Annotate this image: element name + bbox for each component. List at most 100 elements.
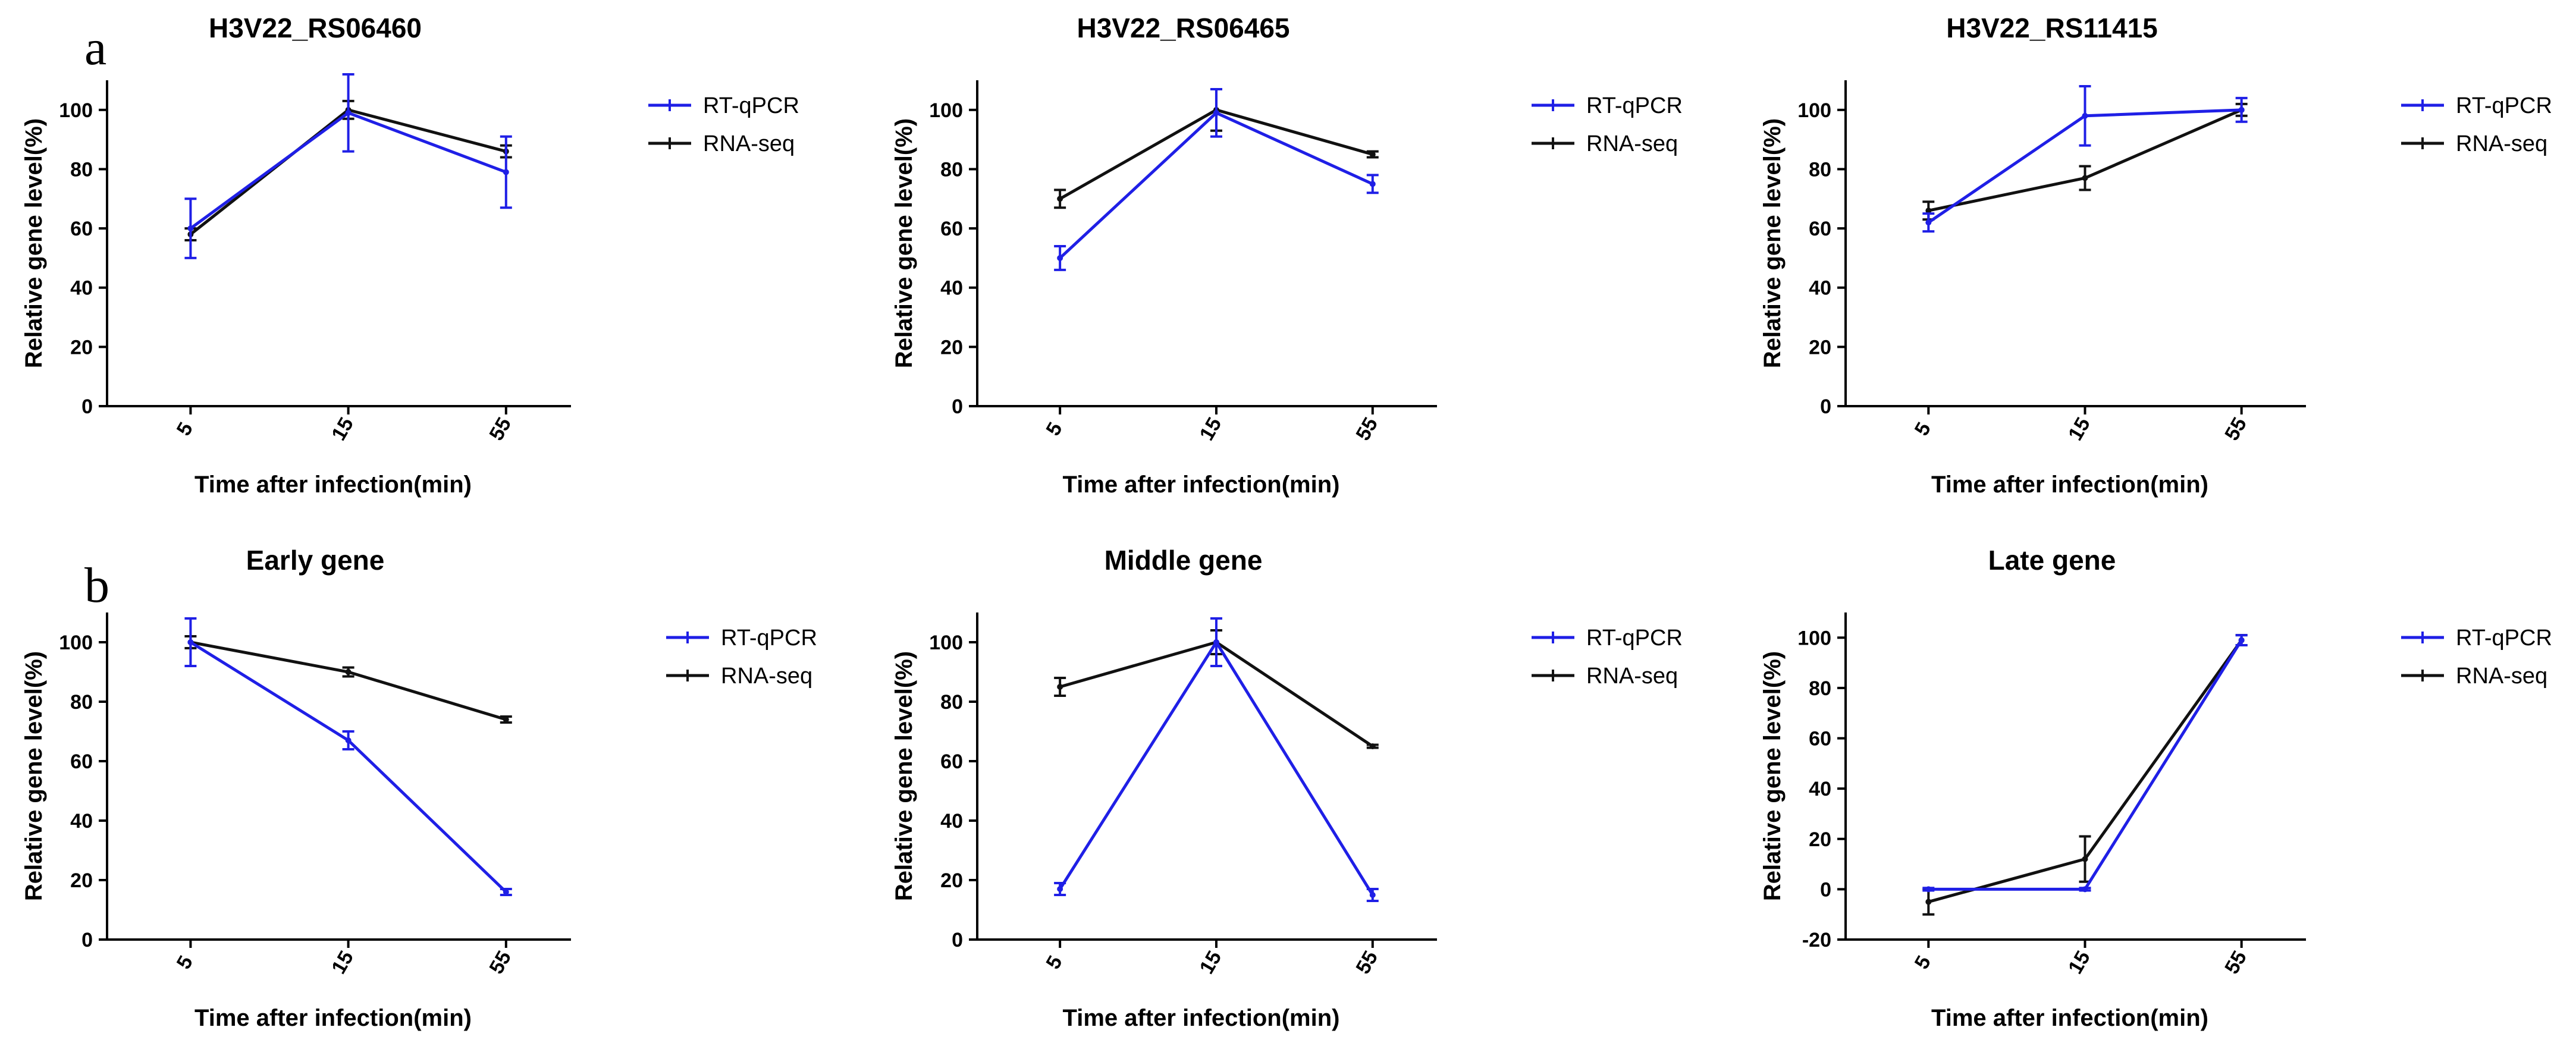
series-rt-qpcr [1922,634,2248,893]
legend-label: RNA-seq [2456,131,2547,156]
y-tick-label: 40 [70,277,93,300]
y-tick-label: 0 [81,929,93,951]
series-line [190,640,507,893]
x-axis-label: Time after infection(min) [1931,1005,2208,1031]
y-axis-label: Relative gene level(%) [1759,118,1786,368]
y-tick-label: 0 [1820,878,1831,901]
x-tick-label: 55 [485,947,516,978]
x-tick-label: 55 [2220,414,2251,445]
y-tick-label: 100 [929,99,963,122]
legend-label: RNA-seq [2456,664,2547,689]
legend-label: RNA-seq [1586,131,1678,156]
legend-label: RT-qPCR [721,626,817,651]
x-axis-label: Time after infection(min) [1063,1005,1340,1031]
x-tick-label: 15 [1196,947,1226,978]
data-point [1057,684,1063,690]
series-line [1059,639,1374,896]
y-tick-label: 40 [940,810,963,833]
y-tick-label: 100 [59,632,93,654]
x-tick-label: 5 [172,419,197,439]
legend-entry: RNA-seq [1532,664,1678,689]
series-rt-qpcr [184,73,512,259]
legend-label: RNA-seq [1586,664,1678,689]
y-tick-label: 80 [70,158,93,181]
series-rt-qpcr [1054,87,1379,271]
data-point [187,639,194,645]
legend-entry: RT-qPCR [666,626,817,651]
data-point [1057,886,1063,892]
series-rt-qpcr [184,617,512,896]
panel-label-b: b [84,558,109,613]
legend-entry: RNA-seq [666,664,812,689]
y-axis-label: Relative gene level(%) [21,118,47,368]
x-tick-label: 15 [2064,414,2095,445]
legend-entry: RT-qPCR [2401,93,2552,118]
x-tick-label: 15 [327,414,358,445]
y-tick-label: 0 [81,395,93,418]
data-point [345,109,352,116]
x-tick-label: 15 [327,947,358,978]
y-tick-label: 60 [940,218,963,240]
chart-1: H3V22_RS06465 0 20 40 60 80 100 5 15 55 Time after… [891,12,1683,498]
data-point [1213,639,1219,645]
y-tick-label: 100 [59,99,93,122]
x-tick-label: 55 [485,414,516,445]
data-point [2238,106,2245,113]
chart-3: Early gene 0 20 40 60 80 100 5 15 55 Time after in… [21,545,817,1031]
y-tick-label: 20 [70,336,93,359]
legend-entry: RT-qPCR [1532,626,1683,651]
series-rt-qpcr [1054,617,1379,902]
data-point [1213,109,1219,116]
data-point [2238,637,2245,643]
chart-title: H3V22_RS06465 [1077,12,1289,43]
series-rna-seq [1922,634,2248,916]
y-tick-label: 100 [1797,99,1831,122]
x-axis-label: Time after infection(min) [1063,472,1340,498]
data-point [1925,219,1932,226]
x-tick-label: 55 [2220,947,2251,978]
panel-label-a: a [84,20,106,76]
y-tick-label: 100 [929,632,963,654]
y-tick-label: 40 [1809,778,1831,800]
legend-label: RNA-seq [703,131,795,156]
legend-label: RT-qPCR [2456,93,2552,118]
chart-title: Middle gene [1105,545,1263,576]
data-point [1057,196,1063,202]
chart-title: H3V22_RS06460 [209,12,422,43]
legend-entry: RT-qPCR [648,93,799,118]
y-axis-label: Relative gene level(%) [891,651,917,901]
y-tick-label: 20 [1809,828,1831,851]
y-tick-label: 80 [1809,158,1831,181]
y-tick-label: 20 [940,869,963,892]
data-point [1369,743,1376,749]
x-tick-label: 15 [1196,414,1226,445]
data-point [1369,892,1376,898]
x-tick-label: 5 [172,952,197,973]
legend-label: RT-qPCR [2456,626,2552,651]
legend-label: RT-qPCR [1586,93,1683,118]
y-tick-label: -20 [1802,929,1831,951]
series-rt-qpcr [1922,84,2248,233]
legend-label: RNA-seq [721,664,812,689]
y-tick-label: 0 [952,395,963,418]
data-point [1925,208,1932,214]
chart-4: Middle gene 0 20 40 60 80 100 5 15 55 Time after i… [891,545,1683,1031]
legend-label: RT-qPCR [703,93,799,118]
x-tick-label: 5 [1041,419,1066,439]
x-tick-label: 5 [1041,952,1066,973]
x-tick-label: 55 [1351,947,1382,978]
y-tick-label: 0 [952,929,963,951]
x-tick-label: 5 [1910,952,1935,973]
y-tick-label: 100 [1797,627,1831,649]
chart-2: H3V22_RS11415 0 20 40 60 80 100 5 15 55 Time after… [1759,12,2552,498]
data-point [503,717,509,723]
data-point [1057,255,1063,261]
chart-title: Early gene [246,545,385,576]
data-point [2082,112,2088,119]
y-tick-label: 20 [940,336,963,359]
data-point [187,225,194,232]
x-tick-label: 55 [1351,414,1382,445]
y-tick-label: 60 [940,750,963,773]
